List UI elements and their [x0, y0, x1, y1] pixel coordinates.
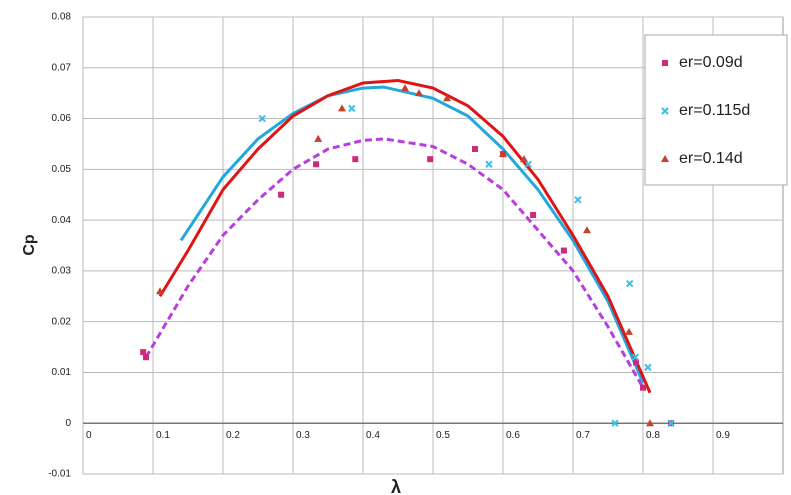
data-point — [625, 279, 634, 288]
x-tick-label: 0.2 — [226, 430, 240, 441]
data-point — [646, 419, 654, 427]
data-point — [499, 150, 507, 158]
y-tick-label: 0.04 — [52, 215, 72, 226]
data-point — [560, 247, 567, 254]
y-axis-label: Cp — [21, 234, 38, 256]
data-point — [485, 160, 493, 168]
x-tick-label: 0.6 — [506, 430, 520, 441]
data-point — [524, 160, 532, 168]
legend-label: er=0.14d — [679, 150, 743, 167]
legend-marker — [662, 60, 668, 66]
y-tick-label: 0.06 — [52, 113, 72, 124]
data-point — [530, 212, 537, 219]
data-point — [140, 349, 147, 356]
y-tick-label: 0.03 — [52, 266, 72, 277]
y-tick-label: 0 — [65, 418, 71, 429]
data-point — [278, 191, 285, 198]
legend-marker — [661, 107, 669, 115]
data-point — [352, 156, 359, 163]
data-point — [338, 104, 346, 112]
data-point — [640, 384, 646, 391]
data-point — [611, 419, 619, 427]
trend-line — [144, 137, 645, 389]
y-tick-label: 0.08 — [52, 12, 72, 23]
data-point — [633, 359, 639, 366]
data-point — [401, 84, 409, 92]
y-tick-label: -0.01 — [48, 469, 71, 480]
data-point — [644, 363, 652, 372]
data-point — [258, 114, 266, 123]
data-point — [415, 89, 423, 97]
data-point — [520, 155, 528, 163]
data-point — [472, 146, 478, 153]
data-point — [574, 196, 582, 204]
x-axis-label: λ — [391, 477, 401, 495]
x-tick-label: 0.4 — [366, 430, 380, 441]
data-point — [156, 287, 164, 295]
x-tick-label: 0.8 — [646, 430, 660, 441]
x-tick-label: 0 — [86, 430, 92, 441]
y-tick-label: 0.05 — [52, 164, 72, 175]
data-point — [583, 226, 591, 234]
x-tick-label: 0.7 — [576, 430, 590, 441]
y-tick-label: 0.02 — [52, 316, 72, 327]
trend-line — [158, 78, 652, 394]
x-tick-label: 0.3 — [296, 430, 310, 441]
legend-box — [644, 34, 788, 186]
legend-label: er=0.09d — [679, 54, 743, 71]
y-tick-label: 0.01 — [52, 367, 72, 378]
legend-label: er=0.115d — [679, 102, 750, 119]
data-point — [313, 161, 320, 168]
x-tick-label: 0.9 — [716, 430, 730, 441]
data-point — [631, 353, 640, 361]
legend-marker — [661, 155, 669, 162]
y-tick-label: 0.07 — [52, 62, 72, 73]
data-point — [667, 419, 675, 427]
x-tick-label: 0.5 — [436, 430, 450, 441]
data-point — [143, 354, 149, 361]
data-point — [427, 156, 434, 163]
x-tick-label: 0.1 — [156, 430, 170, 441]
trend-line — [179, 85, 645, 384]
data-point — [314, 134, 323, 142]
data-point — [625, 327, 633, 335]
data-point — [348, 104, 356, 113]
data-point — [443, 94, 451, 102]
